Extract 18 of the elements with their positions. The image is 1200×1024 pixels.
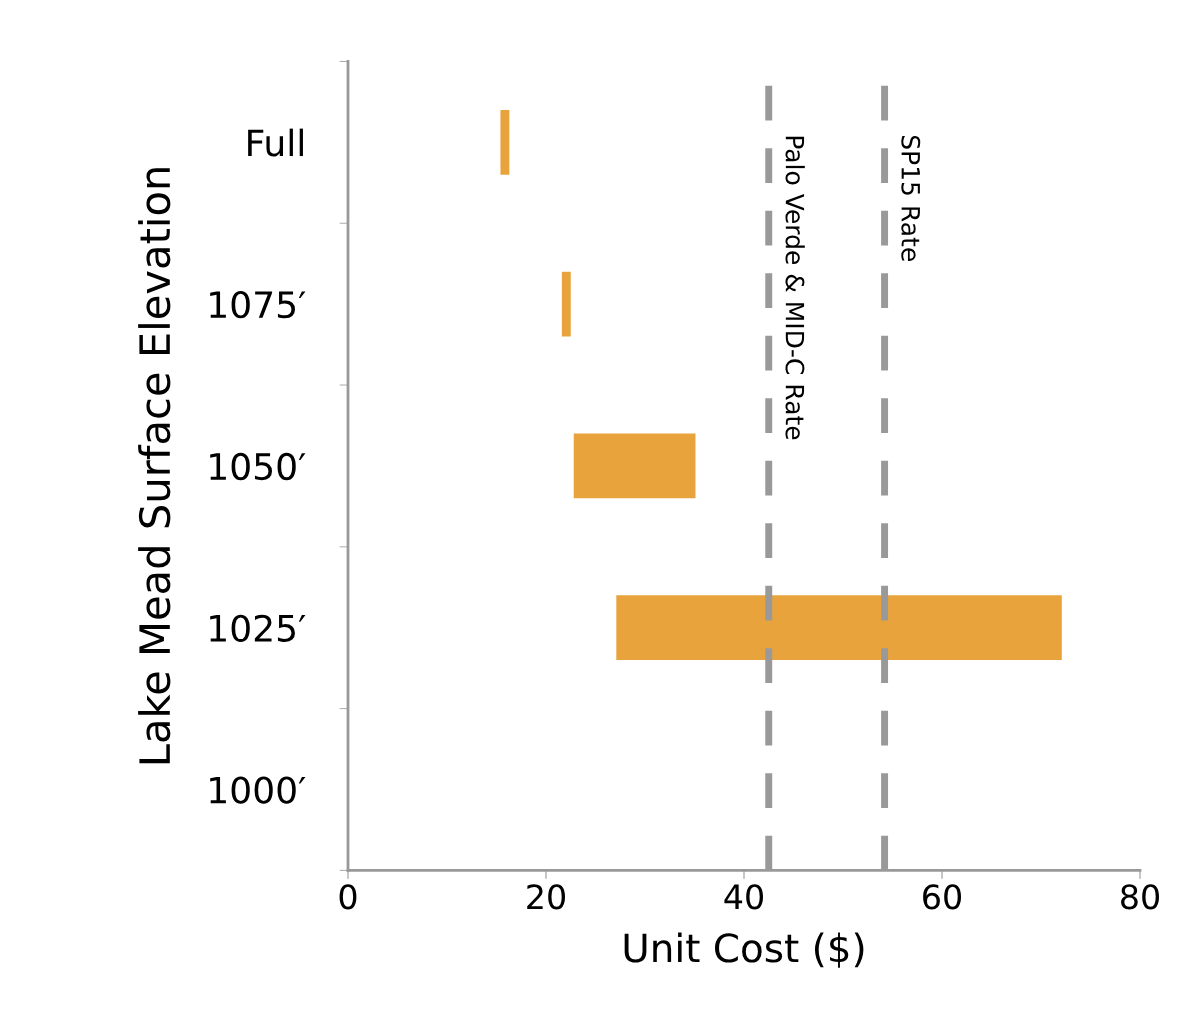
x-tick-label: 0 — [339, 884, 357, 910]
bar — [500, 109, 510, 175]
x-tick-label: 20 — [527, 884, 565, 910]
bar — [616, 595, 1062, 661]
x-tick-label: 80 — [1121, 884, 1159, 910]
x-tick-label: 40 — [724, 884, 763, 910]
bar — [561, 271, 571, 337]
bar — [573, 433, 696, 499]
x-tick-label: 60 — [923, 884, 961, 910]
ref-line-label: SP15 Rate — [901, 135, 921, 261]
x-axis-title: Unit Cost ($) — [624, 932, 864, 968]
y-tick-label: 1075′ — [210, 291, 306, 319]
y-tick-label: 1025′ — [210, 614, 306, 642]
y-tick-label: 1000′ — [210, 776, 306, 804]
y-tick-label: Full — [248, 128, 303, 157]
y-tick-label: 1050′ — [210, 452, 306, 481]
ref-line-label: Palo Verde & MID-C Rate — [785, 136, 805, 440]
y-axis-title: Lake Mead Surface Elevation — [138, 168, 171, 764]
